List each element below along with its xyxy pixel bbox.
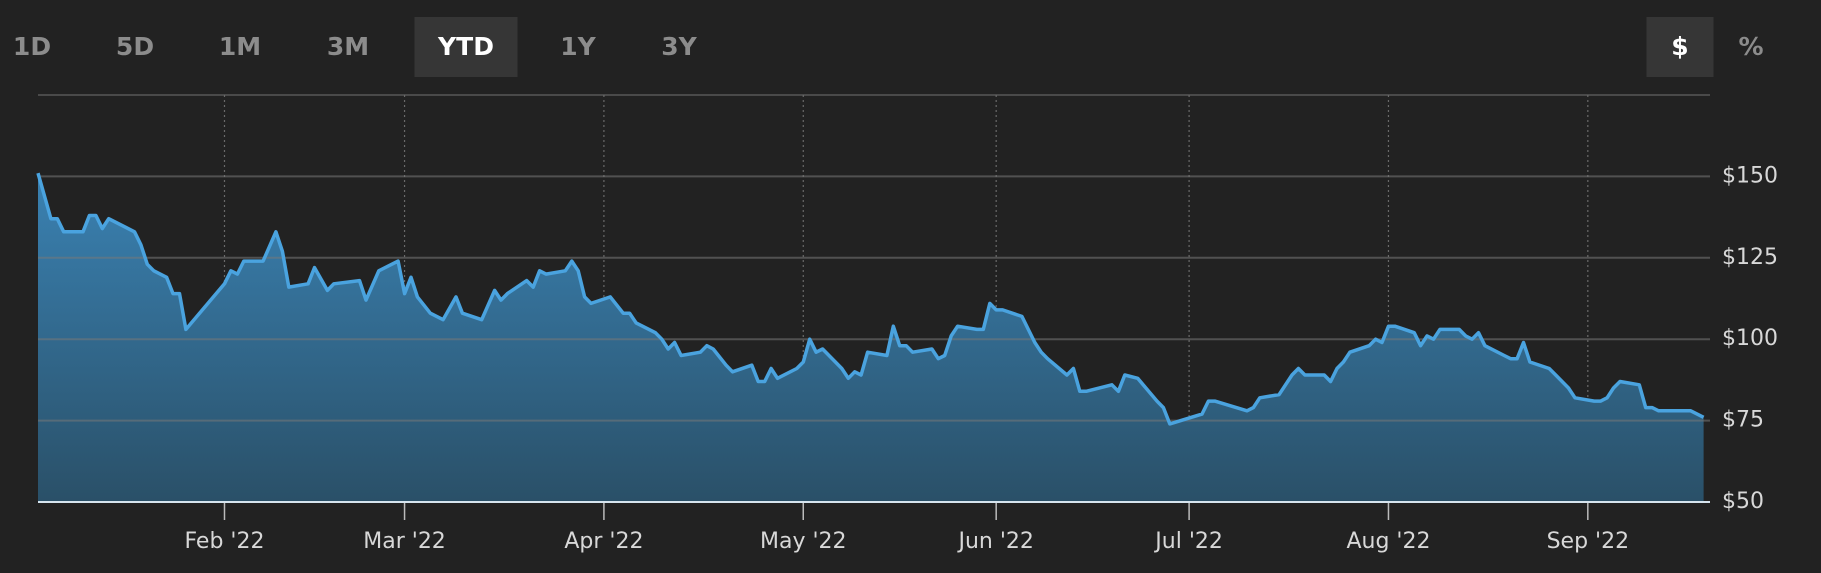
toggle-button[interactable]: 3M	[326, 32, 370, 61]
toggle-button[interactable]: YTD	[414, 17, 518, 77]
x-tick-label: Mar '22	[363, 529, 446, 554]
toggle-button[interactable]: 1Y	[560, 32, 596, 61]
x-tick-label: Jul '22	[1153, 529, 1223, 554]
price-line	[36, 172, 1705, 426]
x-tick-label: Apr '22	[564, 529, 643, 554]
y-tick-label: $100	[1722, 326, 1778, 351]
x-tick-label: May '22	[760, 529, 847, 554]
x-tick-label: Feb '22	[184, 529, 264, 554]
y-tick-label: $125	[1722, 245, 1778, 270]
x-tick-label: Aug '22	[1346, 529, 1430, 554]
toggle-button[interactable]: 5D	[115, 32, 155, 61]
x-tick-label: Sep '22	[1547, 529, 1630, 554]
y-tick-label: $150	[1722, 163, 1778, 188]
area-fill	[38, 173, 1704, 502]
x-tick-label: Jun '22	[956, 529, 1033, 554]
toggle-button[interactable]: 1M	[218, 32, 262, 61]
toggle-button[interactable]: $	[1646, 17, 1714, 77]
toggle-button[interactable]: 1D	[12, 32, 52, 61]
toggle-button[interactable]: %	[1738, 32, 1764, 61]
y-tick-label: $50	[1722, 489, 1764, 514]
toggle-button[interactable]: 3Y	[661, 32, 697, 61]
y-tick-label: $75	[1722, 408, 1764, 433]
